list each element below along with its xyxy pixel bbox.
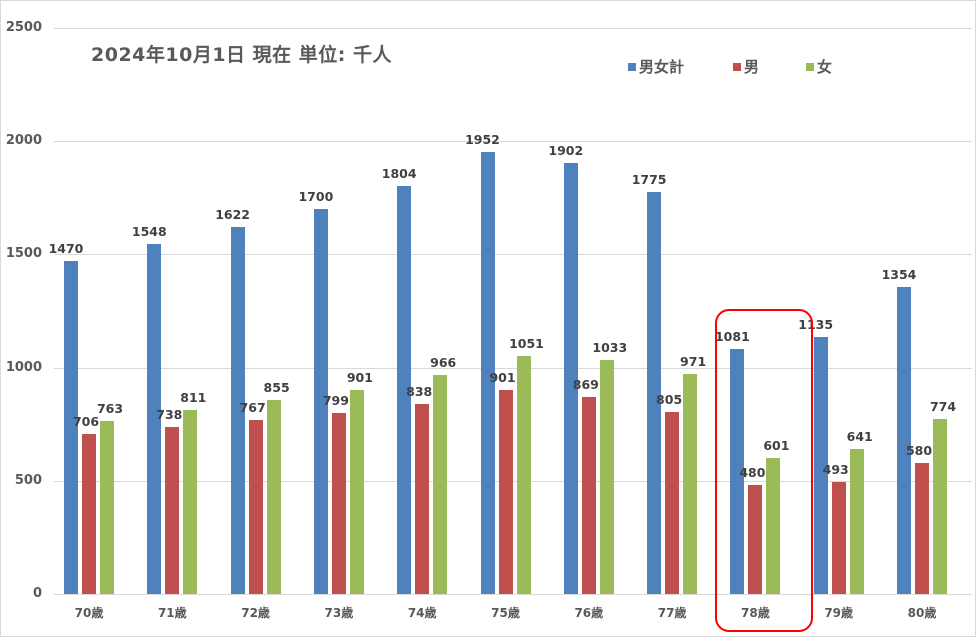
data-label: 901 (346, 370, 373, 385)
y-tick-label: 1000 (5, 359, 42, 375)
bar (933, 418, 947, 594)
bar (665, 411, 680, 594)
data-label: 1775 (631, 172, 667, 188)
data-label: 601 (763, 437, 790, 453)
y-tick-label: 2000 (5, 133, 42, 149)
data-label: 855 (263, 380, 290, 396)
bar (831, 482, 846, 594)
y-tick-label: 2500 (5, 20, 42, 35)
data-label: 1804 (381, 165, 417, 181)
highlight-box-78 (715, 309, 813, 632)
bar (581, 397, 596, 594)
legend-label-female: 女 (817, 58, 833, 76)
bar (897, 287, 911, 594)
bar (599, 360, 614, 594)
data-label: 869 (572, 377, 599, 393)
x-tick-label: 73歳 (324, 606, 354, 620)
x-tick-label: 77歳 (657, 606, 687, 620)
data-label: 811 (180, 390, 207, 406)
bar (397, 185, 412, 594)
data-label: 1470 (48, 241, 84, 257)
data-label: 767 (239, 400, 266, 416)
data-label: 971 (680, 354, 707, 370)
bar (349, 390, 364, 594)
bar (748, 485, 763, 594)
legend-label-total: 男女計 (639, 58, 685, 76)
data-label: 1051 (509, 336, 544, 352)
x-tick-label: 75歳 (491, 606, 520, 620)
legend-swatch-male (733, 62, 741, 71)
x-tick-label: 74歳 (407, 606, 437, 620)
legend-swatch-female (806, 62, 814, 71)
y-tick-label: 0 (32, 586, 42, 601)
gridline (54, 367, 972, 369)
bar (915, 462, 929, 594)
legend-item-female: 女 (806, 56, 832, 77)
bar (165, 426, 180, 594)
data-label: 838 (406, 384, 433, 400)
data-label: 641 (846, 428, 873, 444)
legend-item-total: 男女計 (628, 56, 684, 77)
data-label: 580 (905, 442, 933, 458)
data-label: 1700 (298, 189, 334, 205)
bar (64, 261, 78, 594)
bar (516, 356, 531, 594)
x-tick-label: 72歳 (241, 606, 270, 620)
gridline (54, 28, 972, 29)
bar (415, 404, 430, 594)
bar (248, 420, 263, 594)
bar (849, 448, 864, 594)
data-label: 1952 (465, 132, 500, 148)
x-tick-label: 70歳 (74, 606, 104, 620)
data-label: 1354 (881, 267, 917, 283)
bar (100, 421, 114, 594)
bar (147, 243, 162, 594)
legend-label-male: 男 (744, 58, 760, 76)
bar (498, 390, 513, 594)
y-tick-label: 500 (14, 472, 42, 488)
data-label: 763 (96, 401, 124, 417)
x-tick-label: 79歳 (824, 606, 854, 620)
data-label: 493 (822, 462, 849, 478)
bar (313, 209, 328, 594)
bar (266, 400, 281, 594)
x-tick-label: 80歳 (907, 606, 937, 620)
x-tick-label: 78歳 (741, 606, 770, 620)
data-label: 901 (489, 370, 516, 385)
gridline (54, 480, 972, 482)
chart-title: 2024年10月1日 現在 単位: 千人 (91, 44, 392, 66)
data-label: 805 (656, 391, 683, 407)
bar (183, 410, 198, 594)
gridline (54, 594, 972, 595)
bar (480, 152, 495, 594)
gridline (54, 141, 972, 143)
gridline (54, 254, 972, 256)
data-label: 738 (156, 406, 183, 422)
bar (730, 349, 745, 594)
data-label: 966 (430, 355, 457, 371)
data-label: 1081 (714, 329, 750, 345)
data-label: 799 (322, 393, 349, 409)
bar (230, 226, 245, 594)
y-tick-label: 1500 (5, 246, 42, 262)
x-tick-label: 76歳 (574, 606, 604, 620)
bar (683, 374, 698, 594)
data-label: 774 (929, 398, 957, 414)
bar (647, 192, 662, 594)
legend-item-male: 男 (733, 56, 759, 77)
data-label: 1902 (548, 143, 584, 159)
bar (433, 375, 448, 594)
bar (331, 413, 346, 594)
x-tick-label: 71歳 (157, 606, 187, 620)
bar (813, 337, 828, 594)
bar (563, 163, 578, 594)
bar (766, 457, 781, 594)
data-label: 706 (72, 414, 100, 430)
data-label: 1033 (592, 340, 628, 356)
bar (82, 434, 96, 594)
data-label: 1548 (131, 223, 167, 239)
data-label: 480 (739, 465, 766, 481)
data-label: 1622 (215, 206, 250, 222)
legend-swatch-total (628, 62, 636, 71)
